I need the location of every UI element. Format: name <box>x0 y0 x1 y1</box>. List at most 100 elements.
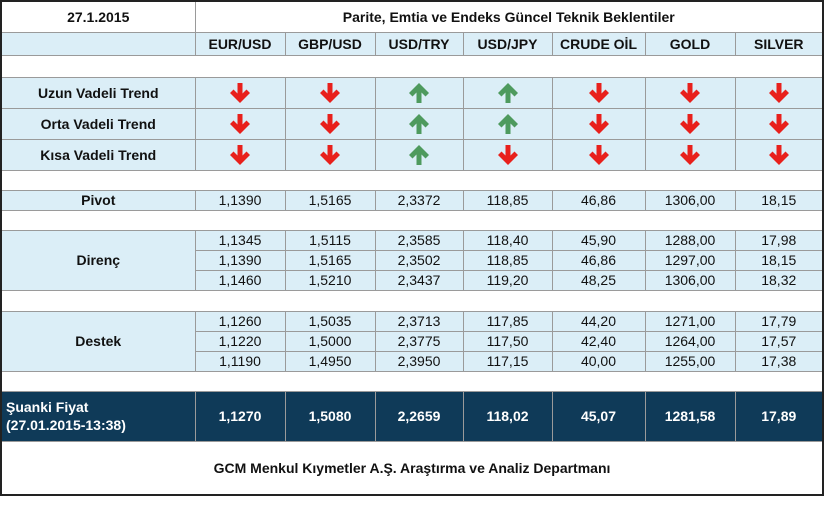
arrow-down <box>228 112 252 136</box>
value-cell: 48,25 <box>551 269 646 291</box>
trend-cell <box>734 138 824 171</box>
value-cell: 118,85 <box>462 249 553 271</box>
value-cell: 1,4950 <box>284 350 376 372</box>
value-cell: 1288,00 <box>644 229 736 251</box>
arrow-up <box>407 81 431 105</box>
trend-cell <box>462 138 553 171</box>
table-row: EUR/USD GBP/USD USD/TRY USD/JPY CRUDE OİL GOL… <box>0 31 824 56</box>
arrow-up <box>496 112 520 136</box>
arrow-down <box>587 143 611 167</box>
value-cell: 17,79 <box>734 310 824 332</box>
value-cell: 118,40 <box>462 229 553 251</box>
spacer-cell <box>0 54 824 78</box>
arrow-down <box>228 81 252 105</box>
value-cell: 2,3713 <box>374 310 464 332</box>
value-cell: 117,85 <box>462 310 553 332</box>
value-cell: 1,5165 <box>284 249 376 271</box>
table-row: 1,1220 1,5000 2,3775 117,50 42,40 1264,00 17,5… <box>1 330 824 352</box>
value-cell: 42,40 <box>551 330 646 352</box>
trend-cell <box>551 107 646 140</box>
forecast-table: 27.1.2015 Parite, Emtia ve Endeks Güncel … <box>0 0 824 496</box>
spacer-cell <box>0 209 824 231</box>
arrow-down <box>678 112 702 136</box>
date-cell: 27.1.2015 <box>0 0 196 33</box>
table-row: 1,1190 1,4950 2,3950 117,15 40,00 1255,00 17,3… <box>1 350 824 372</box>
spacer-cell <box>0 289 824 312</box>
arrow-down <box>587 112 611 136</box>
column-header: GBP/USD <box>284 31 376 56</box>
trend-cell <box>374 76 464 109</box>
trend-cell <box>284 138 376 171</box>
table-row <box>0 370 824 392</box>
value-cell: 2,3372 <box>374 189 464 211</box>
arrow-down <box>496 143 520 167</box>
current-price-label: Şuanki Fiyat (27.01.2015-13:38) <box>0 390 196 442</box>
current-value: 1281,58 <box>644 390 736 442</box>
value-cell: 1264,00 <box>644 330 736 352</box>
table-row: Uzun Vadeli Trend <box>0 76 824 109</box>
value-cell: 117,50 <box>462 330 553 352</box>
table-row <box>0 209 824 231</box>
table-row: Pivot 1,1390 1,5165 2,3372 118,85 46,86 1306,0… <box>0 189 824 211</box>
corner-cell <box>0 31 196 56</box>
arrow-down <box>318 143 342 167</box>
value-cell: 45,90 <box>551 229 646 251</box>
table-row: 27.1.2015 Parite, Emtia ve Endeks Güncel … <box>0 0 824 33</box>
table-row: Şuanki Fiyat (27.01.2015-13:38) 1,1270 1,50… <box>0 390 824 442</box>
spacer-cell <box>0 370 824 392</box>
trend-cell <box>644 138 736 171</box>
column-header: USD/JPY <box>462 31 553 56</box>
value-cell: 1271,00 <box>644 310 736 332</box>
value-cell: 1,1220 <box>194 330 286 352</box>
trend-cell <box>462 107 553 140</box>
table-row: Destek 1,1260 1,5035 2,3713 117,85 44,20 1271,… <box>0 310 824 372</box>
value-cell: 119,20 <box>462 269 553 291</box>
value-cell: 1,1390 <box>194 189 286 211</box>
value-cell: 1306,00 <box>644 269 736 291</box>
timestamp-text: (27.01.2015-13:38) <box>6 417 126 433</box>
arrow-down <box>587 81 611 105</box>
table-row <box>0 54 824 78</box>
value-cell: 1255,00 <box>644 350 736 372</box>
column-header: EUR/USD <box>194 31 286 56</box>
value-cell: 1,5165 <box>284 189 376 211</box>
value-cell: 118,85 <box>462 189 553 211</box>
trend-cell <box>194 138 286 171</box>
arrow-down <box>318 81 342 105</box>
value-cell: 1,1460 <box>194 269 286 291</box>
table-row <box>0 169 824 191</box>
value-cell: 1,5035 <box>284 310 376 332</box>
trend-cell <box>194 76 286 109</box>
value-cell: 2,3585 <box>374 229 464 251</box>
row-label: Destek <box>0 310 196 372</box>
value-cell: 18,15 <box>734 189 824 211</box>
trend-cell <box>194 107 286 140</box>
footer-cell: GCM Menkul Kıymetler A.Ş. Araştırma ve A… <box>0 440 824 496</box>
arrow-down <box>767 143 791 167</box>
current-value: 2,2659 <box>374 390 464 442</box>
value-cell: 1,5210 <box>284 269 376 291</box>
current-value: 1,5080 <box>284 390 376 442</box>
trend-cell <box>284 107 376 140</box>
value-cell: 2,3502 <box>374 249 464 271</box>
value-cell: 2,3437 <box>374 269 464 291</box>
value-cell: 17,98 <box>734 229 824 251</box>
value-cell: 17,57 <box>734 330 824 352</box>
title-cell: Parite, Emtia ve Endeks Güncel Teknik Be… <box>194 0 824 33</box>
trend-cell <box>374 138 464 171</box>
trend-cell <box>551 138 646 171</box>
row-label: Pivot <box>0 189 196 211</box>
value-cell: 1306,00 <box>644 189 736 211</box>
trend-cell <box>734 76 824 109</box>
current-value: 1,1270 <box>194 390 286 442</box>
value-cell: 1,5000 <box>284 330 376 352</box>
column-header: SILVER <box>734 31 824 56</box>
value-cell: 18,32 <box>734 269 824 291</box>
column-header: USD/TRY <box>374 31 464 56</box>
arrow-up <box>407 143 431 167</box>
arrow-down <box>678 81 702 105</box>
arrow-up <box>407 112 431 136</box>
current-value: 118,02 <box>462 390 553 442</box>
value-cell: 1,1260 <box>194 310 286 332</box>
row-label: Direnç <box>0 229 196 291</box>
